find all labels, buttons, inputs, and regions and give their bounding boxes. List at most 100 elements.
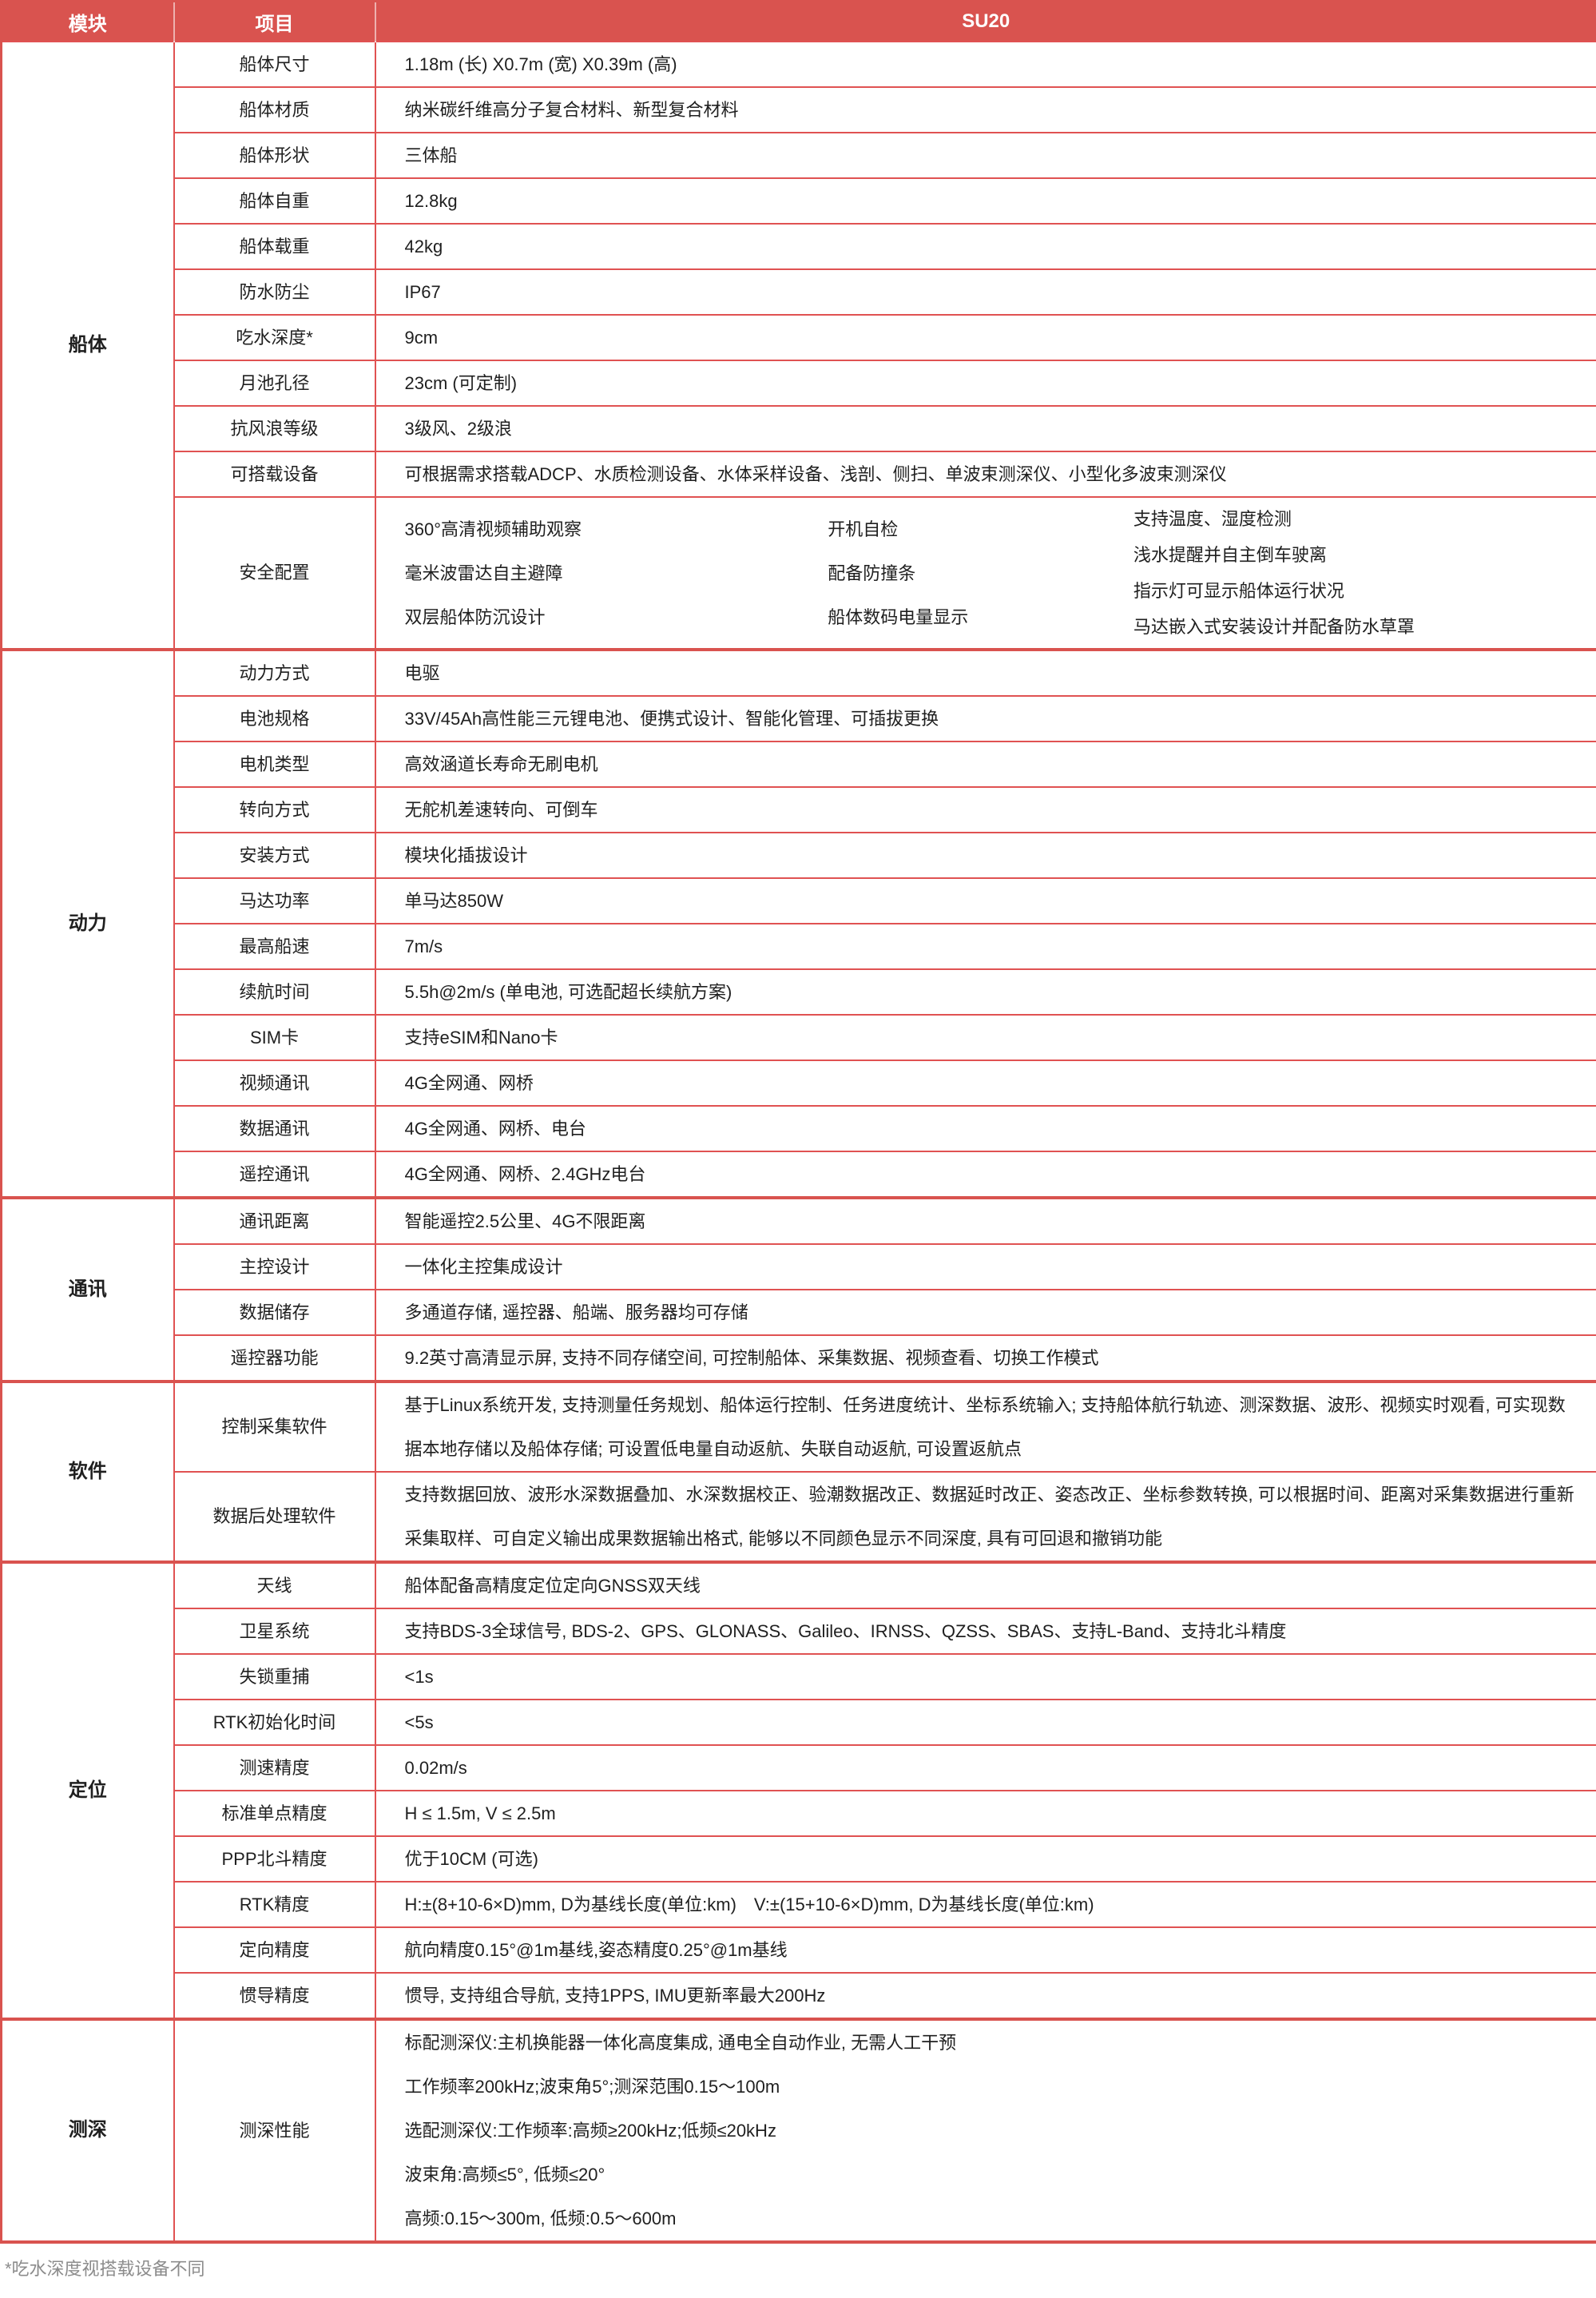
value-cell: 船体配备高精度定位定向GNSS双天线 — [375, 1562, 1596, 1608]
value-line: 支持温度、湿度检测 — [1133, 501, 1580, 537]
value-cell: 23cm (可定制) — [375, 360, 1596, 406]
item-cell: 船体形状 — [174, 133, 375, 178]
value-cell: 1.18m (长) X0.7m (宽) X0.39m (高) — [375, 42, 1596, 87]
table-row: 卫星系统支持BDS-3全球信号, BDS-2、GPS、GLONASS、Galil… — [2, 1608, 1596, 1654]
header-row: 模块 项目 SU20 — [2, 2, 1596, 42]
item-cell: 数据通讯 — [174, 1106, 375, 1151]
value-line: 开机自检 — [828, 507, 1133, 551]
value-cell: 纳米碳纤维高分子复合材料、新型复合材料 — [375, 87, 1596, 133]
value-cell: 模块化插拔设计 — [375, 833, 1596, 878]
table-row: 吃水深度*9cm — [2, 315, 1596, 360]
table-row: 船体材质纳米碳纤维高分子复合材料、新型复合材料 — [2, 87, 1596, 133]
value-cell: 360°高清视频辅助观察毫米波雷达自主避障双层船体防沉设计开机自检配备防撞条船体… — [375, 497, 1596, 650]
item-cell: 船体载重 — [174, 224, 375, 269]
item-cell: 惯导精度 — [174, 1973, 375, 2019]
module-cell-0: 船体 — [2, 42, 174, 650]
table-row: 定向精度航向精度0.15°@1m基线,姿态精度0.25°@1m基线 — [2, 1927, 1596, 1973]
module-cell-5: 测深 — [2, 2019, 174, 2242]
value-line: 工作频率200kHz;波束角5°;测深范围0.15～100m — [405, 2065, 1581, 2109]
value-cell: 7m/s — [375, 924, 1596, 969]
value-cell: 标配测深仪:主机换能器一体化高度集成, 通电全自动作业, 无需人工干预工作频率2… — [375, 2019, 1596, 2242]
value-line: 波束角:高频≤5°, 低频≤20° — [405, 2153, 1581, 2197]
table-row: PPP北斗精度优于10CM (可选) — [2, 1836, 1596, 1882]
value-cell: 基于Linux系统开发, 支持测量任务规划、船体运行控制、任务进度统计、坐标系统… — [375, 1382, 1596, 1472]
item-cell: RTK初始化时间 — [174, 1700, 375, 1745]
header-cell-item: 项目 — [174, 2, 375, 42]
item-cell: SIM卡 — [174, 1015, 375, 1060]
table-row: 电机类型高效涵道长寿命无刷电机 — [2, 741, 1596, 787]
item-cell: 安装方式 — [174, 833, 375, 878]
value-cell: 3级风、2级浪 — [375, 406, 1596, 451]
value-cell: H:±(8+10-6×D)mm, D为基线长度(单位:km) V:±(15+10… — [375, 1882, 1596, 1927]
item-cell: PPP北斗精度 — [174, 1836, 375, 1882]
safety-config-column: 开机自检配备防撞条船体数码电量显示 — [828, 501, 1133, 645]
table-row: RTK初始化时间<5s — [2, 1700, 1596, 1745]
safety-config-columns: 360°高清视频辅助观察毫米波雷达自主避障双层船体防沉设计开机自检配备防撞条船体… — [405, 501, 1581, 645]
header-cell-model: SU20 — [375, 2, 1596, 42]
item-cell: 船体自重 — [174, 178, 375, 224]
value-line: 配备防撞条 — [828, 551, 1133, 595]
value-cell: 支持数据回放、波形水深数据叠加、水深数据校正、验潮数据改正、数据延时改正、姿态改… — [375, 1472, 1596, 1562]
value-cell: H ≤ 1.5m, V ≤ 2.5m — [375, 1791, 1596, 1836]
item-cell: 测速精度 — [174, 1745, 375, 1791]
table-row: 定位天线船体配备高精度定位定向GNSS双天线 — [2, 1562, 1596, 1608]
item-cell: 遥控通讯 — [174, 1151, 375, 1198]
value-cell: <1s — [375, 1654, 1596, 1700]
value-cell: 多通道存储, 遥控器、船端、服务器均可存储 — [375, 1290, 1596, 1335]
table-row: 失锁重捕<1s — [2, 1654, 1596, 1700]
item-cell: 吃水深度* — [174, 315, 375, 360]
table-row: 可搭载设备可根据需求搭载ADCP、水质检测设备、水体采样设备、浅剖、侧扫、单波束… — [2, 451, 1596, 497]
value-cell: 支持BDS-3全球信号, BDS-2、GPS、GLONASS、Galileo、I… — [375, 1608, 1596, 1654]
table-row: 数据储存多通道存储, 遥控器、船端、服务器均可存储 — [2, 1290, 1596, 1335]
value-line: 船体数码电量显示 — [828, 595, 1133, 639]
value-cell: 42kg — [375, 224, 1596, 269]
table-row: 惯导精度惯导, 支持组合导航, 支持1PPS, IMU更新率最大200Hz — [2, 1973, 1596, 2019]
value-cell: 4G全网通、网桥 — [375, 1060, 1596, 1106]
value-cell: 三体船 — [375, 133, 1596, 178]
value-cell: 无舵机差速转向、可倒车 — [375, 787, 1596, 833]
item-cell: 安全配置 — [174, 497, 375, 650]
value-cell: 12.8kg — [375, 178, 1596, 224]
item-cell: 转向方式 — [174, 787, 375, 833]
value-cell: 高效涵道长寿命无刷电机 — [375, 741, 1596, 787]
value-cell: 5.5h@2m/s (单电池, 可选配超长续航方案) — [375, 969, 1596, 1015]
value-cell: 9.2英寸高清显示屏, 支持不同存储空间, 可控制船体、采集数据、视频查看、切换… — [375, 1335, 1596, 1382]
value-cell: 支持eSIM和Nano卡 — [375, 1015, 1596, 1060]
item-cell: 失锁重捕 — [174, 1654, 375, 1700]
value-cell: <5s — [375, 1700, 1596, 1745]
item-cell: RTK精度 — [174, 1882, 375, 1927]
table-row: SIM卡支持eSIM和Nano卡 — [2, 1015, 1596, 1060]
table-row: 马达功率单马达850W — [2, 878, 1596, 924]
item-cell: 测深性能 — [174, 2019, 375, 2242]
value-line: 标配测深仪:主机换能器一体化高度集成, 通电全自动作业, 无需人工干预 — [405, 2021, 1581, 2065]
value-cell: 一体化主控集成设计 — [375, 1244, 1596, 1290]
item-cell: 电池规格 — [174, 696, 375, 741]
item-cell: 控制采集软件 — [174, 1382, 375, 1472]
item-cell: 标准单点精度 — [174, 1791, 375, 1836]
item-cell: 主控设计 — [174, 1244, 375, 1290]
value-cell: 智能遥控2.5公里、4G不限距离 — [375, 1198, 1596, 1244]
item-cell: 可搭载设备 — [174, 451, 375, 497]
value-cell: 9cm — [375, 315, 1596, 360]
value-line: 浅水提醒并自主倒车驶离 — [1133, 537, 1580, 573]
item-cell: 船体尺寸 — [174, 42, 375, 87]
item-cell: 月池孔径 — [174, 360, 375, 406]
safety-config-column: 支持温度、湿度检测浅水提醒并自主倒车驶离指示灯可显示船体运行状况马达嵌入式安装设… — [1133, 501, 1580, 645]
item-cell: 视频通讯 — [174, 1060, 375, 1106]
item-cell: 遥控器功能 — [174, 1335, 375, 1382]
item-cell: 电机类型 — [174, 741, 375, 787]
